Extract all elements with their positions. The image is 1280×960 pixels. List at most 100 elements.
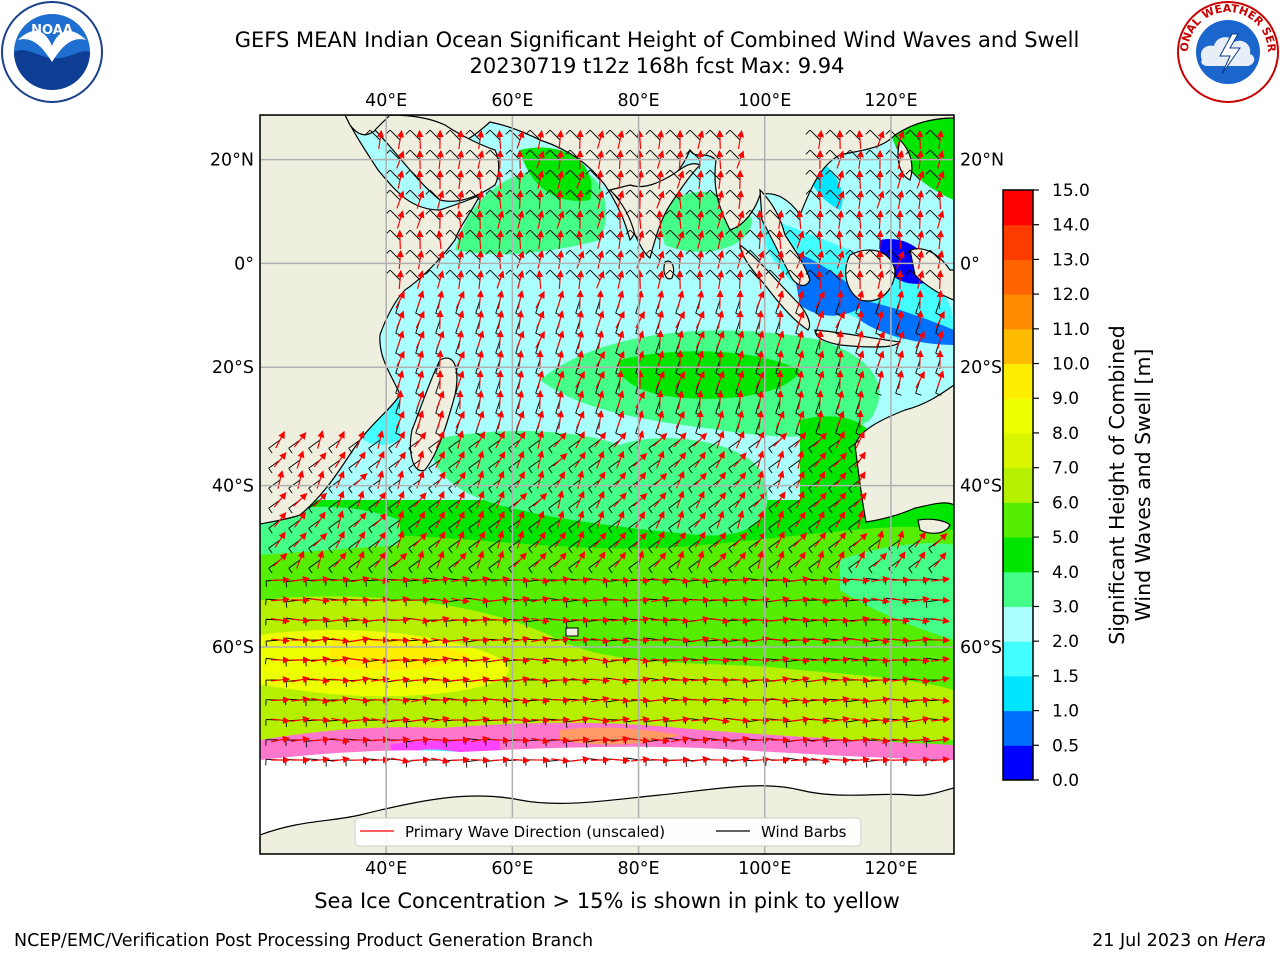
wave-height-field [260,118,954,785]
wind-barb [665,149,681,161]
wave-arrow [670,636,691,644]
wind-barb [488,519,501,534]
wind-barb [488,559,501,574]
wind-barb [585,169,601,181]
arabia [374,115,500,202]
wind-barb [485,169,501,181]
wind-barb [885,189,901,201]
wind-barb [648,459,661,474]
wind-barb [548,519,561,534]
wind-barb [508,479,521,494]
africa [260,115,482,525]
wind-barb [465,269,481,281]
colorbar-segment [1003,190,1033,226]
wind-barb [605,189,621,201]
wind-barb [885,229,901,241]
wind-barb [848,459,861,474]
footer-branch: NCEP/EMC/Verification Post Processing Pr… [14,931,594,951]
wind-barb [905,129,921,141]
wind-barb [688,499,701,514]
wind-barb [645,129,661,141]
wind-barb [428,479,441,494]
wave-arrow [890,696,911,704]
wind-barb [588,519,601,534]
colorbar-segment [1003,467,1033,503]
wind-barb [328,459,341,474]
wind-barb [825,269,841,281]
wind-barb [768,519,781,534]
wave-arrow [630,636,651,644]
bottom-lon-label: 40°E [365,859,407,879]
wind-barb [388,459,401,474]
wind-barb [785,229,801,241]
wind-barb [845,149,861,161]
wave-arrow [590,616,611,624]
wind-barb [428,499,441,514]
wind-barb [925,249,941,261]
wind-barb [468,499,481,514]
wind-barb [668,459,681,474]
colorbar-segment [1003,745,1033,781]
wind-barb [765,209,781,221]
legend: Primary Wave Direction (unscaled) Wind B… [354,817,862,847]
wind-barb [425,209,441,221]
wave-arrow [570,576,591,584]
wind-barb [448,459,461,474]
wind-barb [665,269,681,281]
wind-barb [465,129,481,141]
wind-barb [568,439,581,454]
wind-barb [768,539,781,554]
wind-barb [565,209,581,221]
wave-arrow [410,656,431,664]
wind-barb [348,499,361,514]
wind-barb [445,229,461,241]
wind-barb [288,519,301,534]
bottom-lon-label: 120°E [864,859,917,879]
wind-barb [525,189,541,201]
wind-barb [725,249,741,261]
chart-subtitle: 20230719 t12z 168h fcst Max: 9.94 [469,54,845,78]
colorbar-tick-label: 2.0 [1052,632,1079,652]
wind-barb [528,439,541,454]
wind-barb [408,459,421,474]
wind-barb [328,499,341,514]
wave-arrow [756,209,764,230]
wave-arrow [310,716,331,724]
wind-barb [908,559,921,574]
wind-barb [448,479,461,494]
wind-barb [805,269,821,281]
wind-barb [648,519,661,534]
wind-barb [368,459,381,474]
wind-barb [925,229,941,241]
wave-arrow [576,129,584,150]
wind-barb [348,439,361,454]
wind-barb [685,209,701,221]
wind-barb [425,189,441,201]
wind-barb [545,249,561,261]
wind-barb [525,169,541,181]
wind-barb [765,249,781,261]
wind-barb [485,129,501,141]
wave-arrow [710,736,731,744]
wind-barb [368,499,381,514]
wind-barb [768,479,781,494]
wind-barb [685,169,701,181]
wind-barb [905,149,921,161]
wind-barb [605,149,621,161]
wind-barb [525,249,541,261]
wind-barb [665,189,681,201]
wind-barb [845,229,861,241]
wind-barb [648,559,661,574]
colorbar-segment [1003,710,1033,746]
wind-barb [865,209,881,221]
sulawesi [909,248,954,301]
wind-barb [545,209,561,221]
right-lat-label: 40°S [960,477,1002,497]
colorbar-segment [1003,224,1033,260]
wind-barb [328,519,341,534]
wind-barb [488,499,501,514]
nws-logo-icon: NATIONAL WEATHER SERVICE [1176,0,1279,103]
wind-barb [568,519,581,534]
wind-barb [725,129,741,141]
wind-barb [528,479,541,494]
